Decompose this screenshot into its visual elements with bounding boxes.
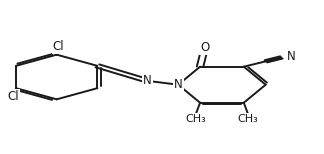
Text: Cl: Cl (7, 90, 19, 103)
Text: Cl: Cl (52, 40, 64, 53)
Text: N: N (174, 78, 183, 91)
Text: O: O (200, 41, 210, 54)
Text: N: N (287, 50, 296, 63)
Text: CH₃: CH₃ (186, 114, 207, 124)
Text: CH₃: CH₃ (237, 114, 258, 124)
Text: N: N (143, 74, 152, 87)
